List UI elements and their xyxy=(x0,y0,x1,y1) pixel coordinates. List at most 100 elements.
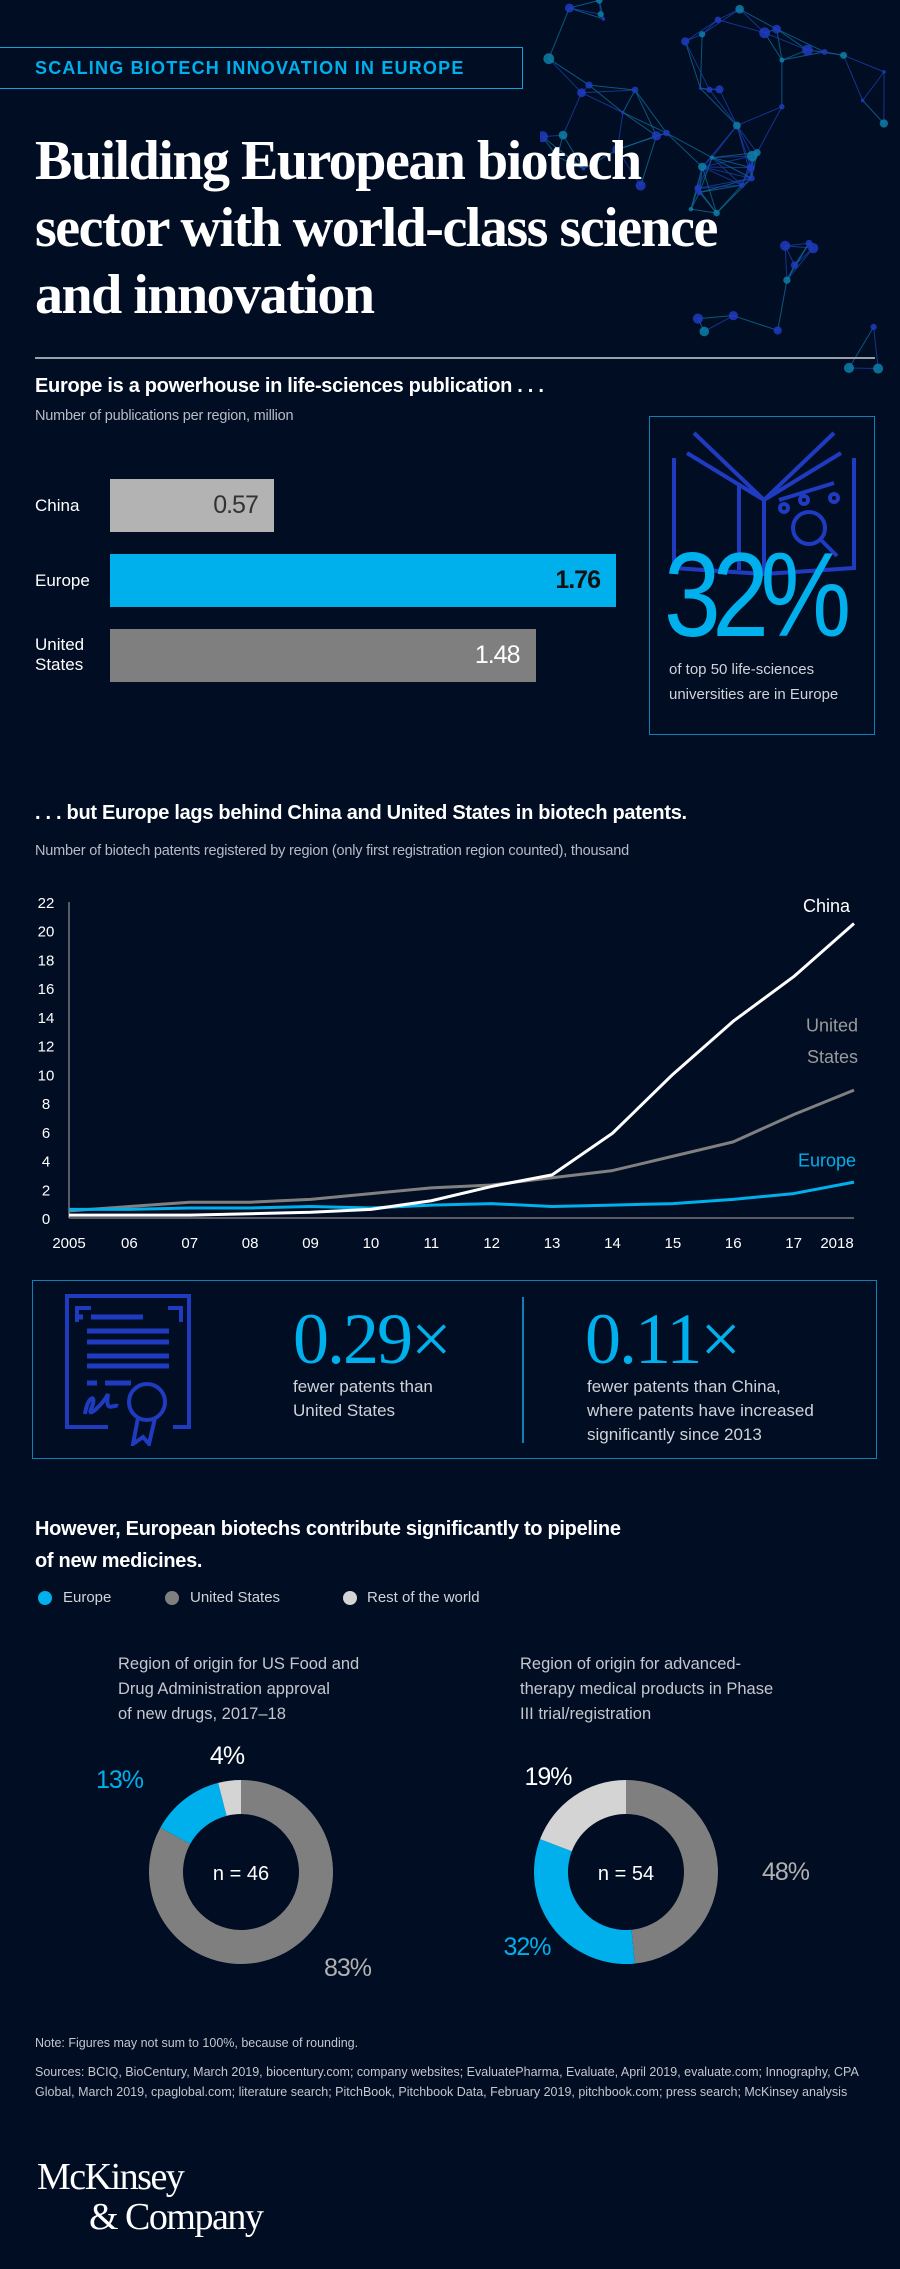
molecule-bond xyxy=(873,326,879,369)
molecule-node xyxy=(699,326,710,337)
molecule-bond xyxy=(702,166,752,179)
caption-line: United States xyxy=(293,1401,396,1420)
x-tick-label: 14 xyxy=(604,1235,621,1252)
molecule-bond xyxy=(684,41,710,90)
title-line: Building European biotech xyxy=(35,130,642,192)
molecule-bond xyxy=(581,92,624,113)
bar-value: 1.48 xyxy=(474,641,521,669)
molecule-bond xyxy=(711,157,752,169)
series-line-china xyxy=(69,922,855,1217)
molecule-node xyxy=(706,86,713,93)
molecule-bond xyxy=(717,19,765,34)
molecule-node xyxy=(714,16,722,24)
molecule-node xyxy=(882,70,886,74)
molecule-bond xyxy=(781,51,825,61)
logo-line: McKinsey xyxy=(37,2156,185,2198)
molecule-bond xyxy=(711,125,738,158)
molecule-bond xyxy=(684,41,701,89)
molecule-bond xyxy=(733,315,778,331)
molecule-bond xyxy=(617,149,642,186)
molecule-node xyxy=(564,3,574,13)
series-label-europe: Europe xyxy=(798,1150,856,1170)
title-line: sector with world-class science xyxy=(35,197,718,259)
donut-slice-label: 19% xyxy=(524,1763,572,1791)
us-patent-multiple: 0.29× xyxy=(293,1299,452,1379)
china-patent-caption: fewer patents than China, where patents … xyxy=(587,1375,814,1447)
molecule-node xyxy=(612,144,623,155)
x-tick-label: 11 xyxy=(424,1235,440,1252)
pipeline-heading: However, European biotechs contribute si… xyxy=(35,1513,621,1577)
molecule-node xyxy=(698,86,703,91)
x-tick-label: 12 xyxy=(483,1235,500,1252)
y-tick-label: 6 xyxy=(42,1125,50,1142)
molecule-node xyxy=(746,163,755,172)
molecule-bond xyxy=(848,326,875,369)
molecule-node xyxy=(735,4,744,14)
molecule-node xyxy=(694,184,702,192)
legend-dot-rest-of-world xyxy=(343,1591,357,1605)
molecule-bond xyxy=(622,112,657,137)
bar-label-china: China xyxy=(35,496,80,515)
molecule-network-decoration xyxy=(540,0,889,374)
legend-label-united-states: United States xyxy=(190,1589,281,1606)
y-tick-label: 4 xyxy=(42,1154,50,1171)
molecule-node xyxy=(733,121,741,130)
molecule-node xyxy=(805,239,813,247)
x-tick-label: 06 xyxy=(121,1235,138,1252)
title-line: of new drugs, 2017–18 xyxy=(118,1705,286,1723)
molecule-bond xyxy=(702,166,742,186)
molecule-bond xyxy=(736,125,753,157)
molecule-bond xyxy=(634,89,668,134)
molecule-bond xyxy=(622,112,667,134)
molecule-bond xyxy=(794,243,810,266)
molecule-node xyxy=(840,51,848,59)
molecule-node xyxy=(780,240,791,251)
molecule-node xyxy=(772,24,782,34)
bar-united-states: 1.48 xyxy=(110,629,536,682)
molecule-node xyxy=(692,313,704,324)
molecule-node xyxy=(709,155,715,160)
molecule-bond xyxy=(699,184,742,193)
molecule-bond xyxy=(697,157,713,189)
molecule-bond xyxy=(622,89,636,113)
patents-line-chart: 0 2 4 6 8 10 12 14 16 18 20 22 2005 06 07 08 09 10 11 12 13 1… xyxy=(38,895,858,1252)
caption-line: where patents have increased xyxy=(587,1401,814,1420)
bar-europe: 1.76 xyxy=(110,554,616,607)
molecule-node xyxy=(713,209,720,217)
molecule-bond xyxy=(736,106,783,127)
molecule-node xyxy=(540,131,548,143)
title-line: Drug Administration approval xyxy=(118,1680,330,1698)
y-tick-label: 16 xyxy=(38,981,55,998)
china-patent-multiple: 0.11× xyxy=(585,1299,741,1379)
book-research-icon xyxy=(672,431,856,576)
donut-slice-rest-of-the-world xyxy=(218,1780,241,1816)
molecule-bond xyxy=(666,132,713,159)
molecule-bond xyxy=(701,8,740,35)
molecule-bond xyxy=(583,149,618,170)
molecule-node xyxy=(601,17,606,21)
x-tick-label: 09 xyxy=(302,1235,319,1252)
molecule-bond xyxy=(569,0,600,9)
bar-label-united-states: United States xyxy=(35,635,85,674)
x-tick-label: 13 xyxy=(544,1235,561,1252)
us-patent-caption: fewer patents than United States xyxy=(293,1375,433,1423)
molecule-node xyxy=(585,81,593,89)
molecule-bond xyxy=(690,208,717,214)
bar-value: 0.57 xyxy=(213,491,259,519)
molecule-bond xyxy=(562,92,583,136)
title-line: and innovation xyxy=(35,264,375,326)
molecule-bond xyxy=(634,89,657,137)
molecule-bond xyxy=(776,28,825,53)
series-line-united-states xyxy=(68,1088,855,1213)
molecule-bond xyxy=(640,135,657,186)
molecule-node xyxy=(728,311,738,321)
donut-center-label: n = 54 xyxy=(598,1863,654,1885)
molecule-bond xyxy=(719,89,738,126)
universities-stat-box xyxy=(649,416,875,735)
mckinsey-logo: McKinsey & Company xyxy=(37,2156,264,2237)
publications-heading: Europe is a powerhouse in life-sciences … xyxy=(35,375,544,397)
molecule-bond xyxy=(702,166,751,169)
molecule-bond xyxy=(617,135,657,151)
bar-china: 0.57 xyxy=(110,479,274,532)
caption-line: of top 50 life-sciences xyxy=(669,661,815,678)
